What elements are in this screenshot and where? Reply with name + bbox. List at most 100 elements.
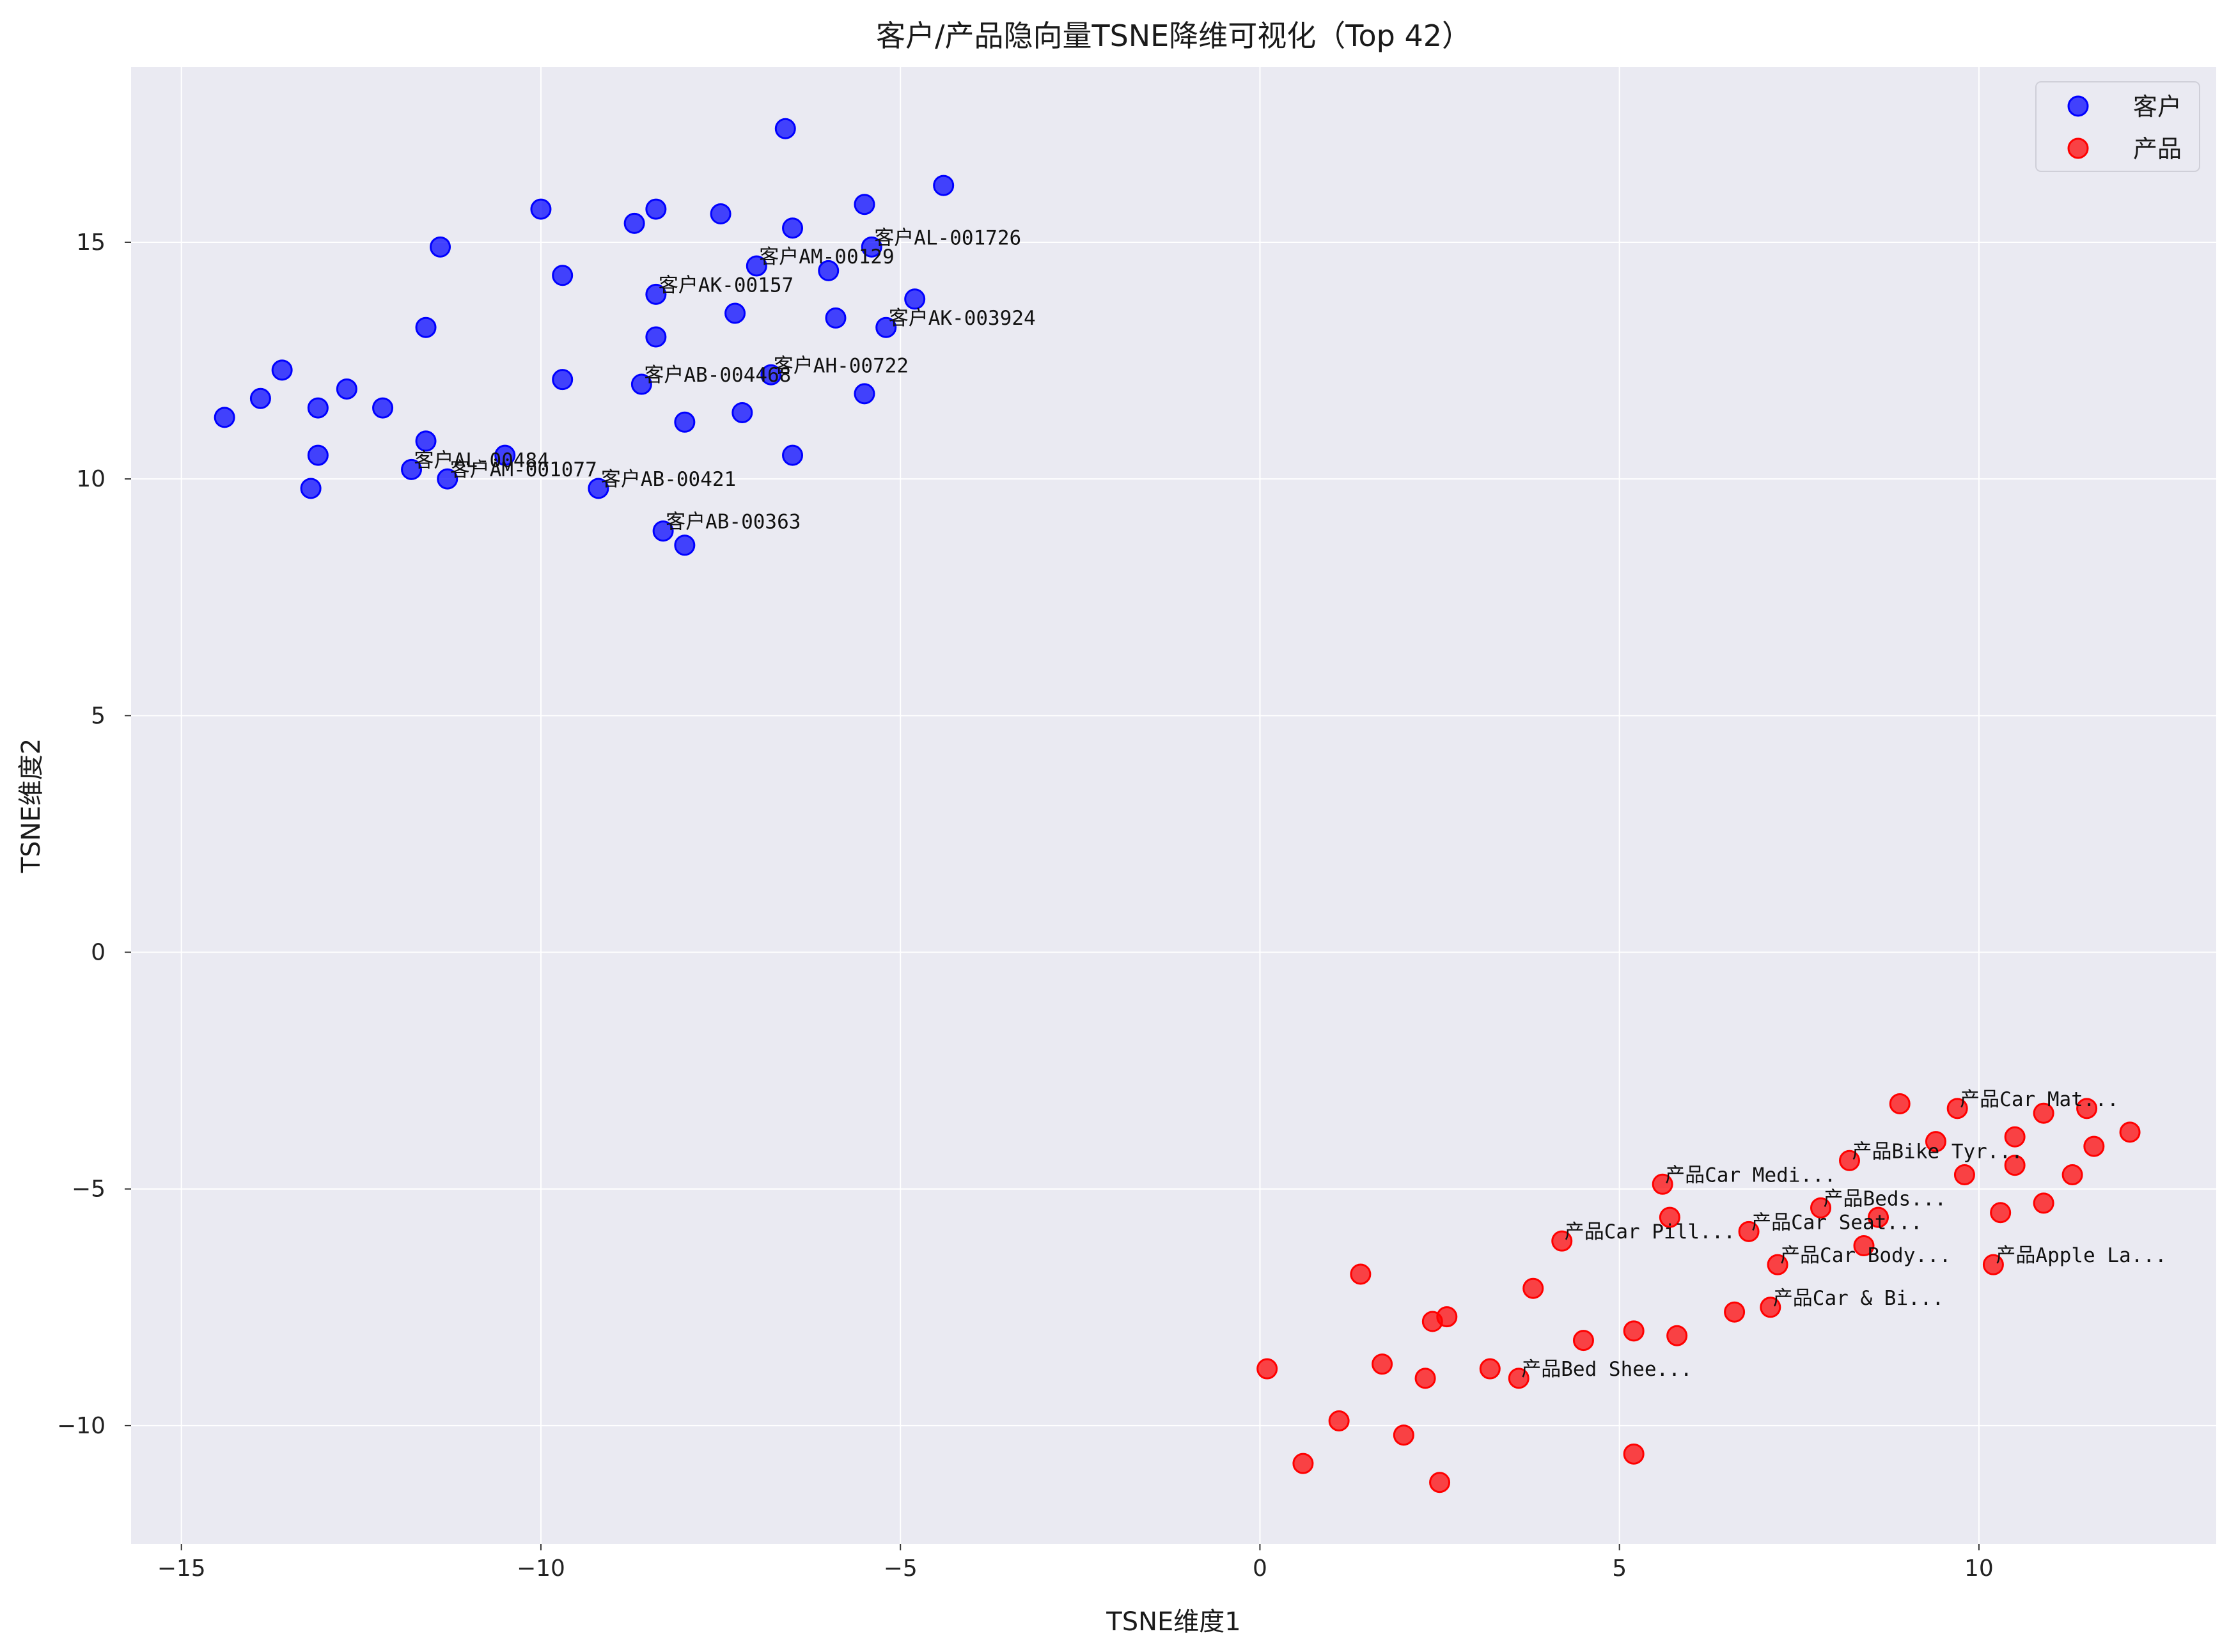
point-annotation: 产品Apple La... bbox=[1996, 1244, 2166, 1267]
x-tick-label: 10 bbox=[1964, 1555, 1994, 1582]
data-point bbox=[271, 359, 293, 381]
point-annotation: 产品Beds... bbox=[1824, 1187, 1947, 1210]
y-axis-label: TSNE维度2 bbox=[17, 738, 46, 873]
data-point bbox=[1328, 1410, 1350, 1431]
x-tick-label: −10 bbox=[517, 1555, 565, 1582]
point-annotation: 客户AL-00484 bbox=[414, 449, 549, 472]
data-point bbox=[1479, 1358, 1501, 1380]
data-point bbox=[1623, 1443, 1645, 1465]
point-annotation: 产品Car Pill... bbox=[1565, 1220, 1735, 1243]
x-tick-label: 5 bbox=[1612, 1555, 1627, 1582]
data-point bbox=[2076, 1098, 2098, 1119]
data-point bbox=[645, 326, 667, 348]
point-annotation: 产品Bike Tyr... bbox=[1852, 1140, 2023, 1163]
data-point bbox=[1256, 1358, 1278, 1380]
y-tick-label: 10 bbox=[76, 466, 106, 492]
data-point bbox=[1839, 1149, 1861, 1171]
y-tick-label: 5 bbox=[91, 703, 106, 729]
data-points bbox=[214, 118, 2141, 1493]
data-point bbox=[1810, 1197, 1832, 1219]
data-point bbox=[430, 236, 451, 258]
data-point bbox=[818, 260, 840, 281]
data-point bbox=[1551, 1230, 1573, 1252]
data-point bbox=[300, 478, 322, 499]
data-point bbox=[782, 217, 804, 239]
data-point bbox=[1867, 1206, 1889, 1228]
data-point bbox=[1372, 1353, 1393, 1375]
data-point bbox=[214, 407, 235, 428]
x-tick-label: 0 bbox=[1253, 1555, 1267, 1582]
point-annotation: 客户AM-001077 bbox=[450, 458, 597, 481]
axes: −15 −10 −5 0 5 10 −10 −5 0 5 10 15 bbox=[57, 230, 1994, 1582]
point-annotation: 产品Car Seat... bbox=[1751, 1211, 1922, 1234]
plot-area bbox=[131, 67, 2216, 1544]
data-point bbox=[645, 198, 667, 220]
data-point bbox=[731, 401, 753, 423]
point-annotation: 产品Car & Bi... bbox=[1773, 1287, 1944, 1310]
data-point bbox=[1853, 1235, 1875, 1257]
data-point bbox=[1659, 1206, 1680, 1228]
data-point bbox=[1572, 1330, 1594, 1352]
data-point bbox=[372, 397, 394, 419]
data-point bbox=[674, 534, 696, 556]
data-point bbox=[1760, 1297, 1781, 1318]
data-point bbox=[933, 175, 955, 196]
data-point bbox=[1421, 1311, 1443, 1332]
y-tick-label: 15 bbox=[76, 230, 106, 256]
point-annotation: 客户AK-003924 bbox=[889, 307, 1036, 330]
data-point bbox=[530, 198, 552, 220]
data-point bbox=[2061, 1164, 2083, 1185]
point-annotation: 产品Bed Shee... bbox=[1521, 1358, 1692, 1381]
point-annotation: 客户AL-001726 bbox=[874, 226, 1021, 249]
data-point bbox=[249, 387, 271, 409]
legend-marker bbox=[2067, 95, 2089, 117]
y-tick-label: −10 bbox=[57, 1413, 106, 1439]
data-point bbox=[588, 478, 609, 499]
data-point bbox=[307, 444, 329, 466]
point-annotation: 客户AH-00722 bbox=[774, 354, 909, 377]
data-point bbox=[1652, 1173, 1673, 1195]
data-point bbox=[1738, 1220, 1760, 1242]
x-tick-label: −5 bbox=[884, 1555, 918, 1582]
data-point bbox=[2033, 1192, 2054, 1214]
point-annotation: 客户AB-004468 bbox=[644, 364, 791, 387]
data-point bbox=[861, 236, 882, 258]
legend-label: 产品 bbox=[2133, 135, 2182, 163]
data-point bbox=[1522, 1277, 1544, 1299]
data-point bbox=[1982, 1254, 2004, 1275]
point-annotation: 客户AB-00421 bbox=[601, 468, 736, 491]
data-point bbox=[1414, 1368, 1436, 1389]
x-tick-label: −15 bbox=[157, 1555, 206, 1582]
data-point bbox=[1666, 1325, 1688, 1346]
x-axis-label: TSNE维度1 bbox=[1106, 1607, 1240, 1637]
data-point bbox=[1429, 1472, 1451, 1493]
data-point bbox=[401, 458, 423, 480]
data-point bbox=[494, 444, 516, 466]
data-point bbox=[825, 307, 847, 329]
data-point bbox=[674, 411, 696, 433]
data-point bbox=[2083, 1135, 2105, 1157]
data-point bbox=[2119, 1121, 2141, 1143]
point-annotation: 产品Car Body... bbox=[1780, 1244, 1951, 1267]
data-point bbox=[904, 288, 926, 310]
data-point bbox=[1925, 1131, 1946, 1153]
data-point bbox=[1724, 1301, 1746, 1323]
grid-lines bbox=[131, 67, 2216, 1544]
point-annotation: 客户AK-00157 bbox=[659, 274, 794, 297]
data-point bbox=[782, 444, 804, 466]
data-point bbox=[1623, 1320, 1645, 1342]
data-point bbox=[1953, 1164, 1975, 1185]
data-point bbox=[875, 316, 897, 338]
point-annotation: 客户AM-00129 bbox=[759, 245, 894, 269]
data-point bbox=[2033, 1102, 2054, 1124]
point-annotation: 产品Car Mat... bbox=[1960, 1088, 2119, 1111]
data-point bbox=[1889, 1093, 1911, 1114]
data-point bbox=[437, 468, 458, 490]
legend-marker bbox=[2067, 137, 2089, 159]
data-point bbox=[415, 430, 437, 452]
data-point bbox=[746, 255, 767, 277]
data-point bbox=[1946, 1098, 1968, 1119]
data-point bbox=[1292, 1453, 1314, 1474]
